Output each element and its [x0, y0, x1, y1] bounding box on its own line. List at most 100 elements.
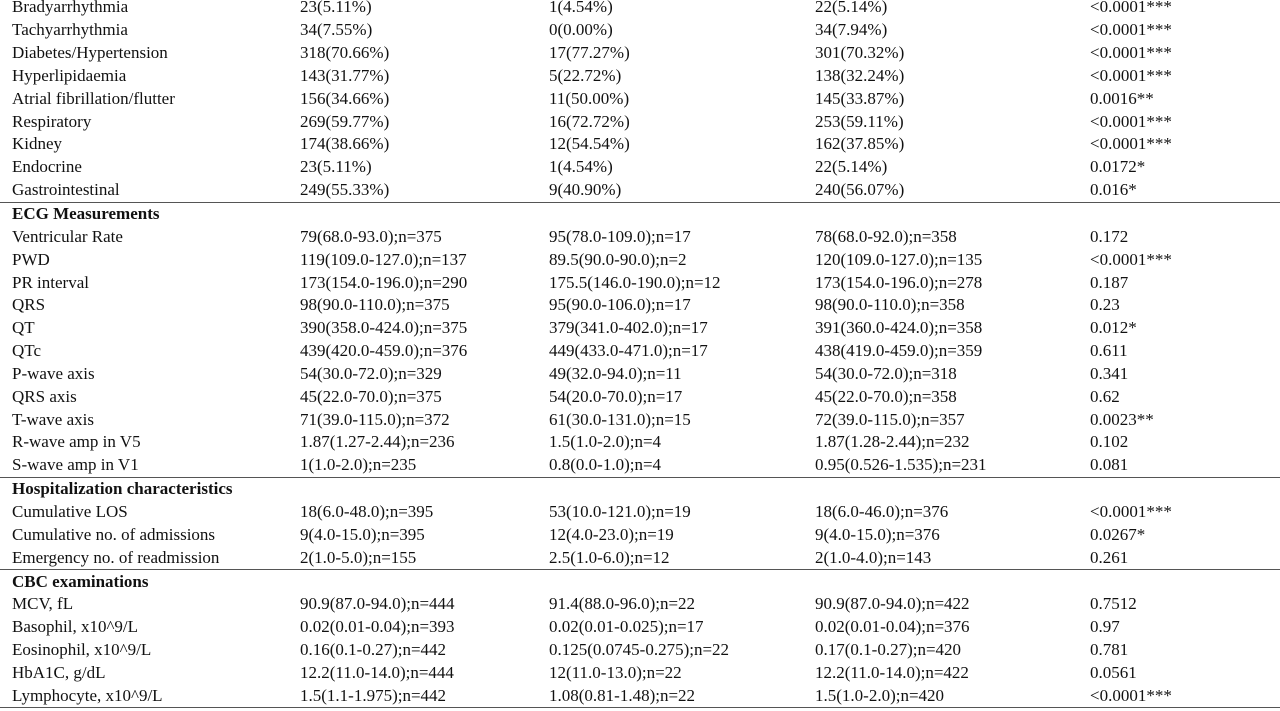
cell: 16(72.72%): [549, 111, 630, 131]
cell: 0.16(0.1-0.27);n=442: [300, 640, 447, 660]
cell: 18(6.0-48.0);n=395: [300, 501, 434, 521]
cell: 45(22.0-70.0);n=358: [815, 386, 957, 406]
cell: 1.5(1.0-2.0);n=4: [549, 432, 662, 452]
cell: 9(4.0-15.0);n=395: [300, 524, 425, 544]
cell: 0(0.00%): [549, 20, 613, 40]
row-label: QRS axis: [12, 386, 77, 406]
row-label: P-wave axis: [12, 363, 95, 383]
cell: 0.187: [1090, 272, 1129, 292]
row-label: Gastrointestinal: [12, 180, 120, 200]
cell: 0.341: [1090, 363, 1129, 383]
cell: 240(56.07%): [815, 180, 905, 200]
cell: 438(419.0-459.0);n=359: [815, 341, 983, 361]
cell: 1.08(0.81-1.48);n=22: [549, 684, 815, 709]
cell: 0.0172*: [1090, 157, 1146, 177]
section-header: CBC examinations: [0, 569, 1280, 593]
row-label: HbA1C, g/dL: [12, 662, 106, 682]
cell: <0.0001***: [1090, 65, 1172, 85]
table-row: QRS axis 45(22.0-70.0);n=375 54(20.0-70.0)…: [0, 385, 1280, 408]
cell: 45(22.0-70.0);n=375: [300, 386, 442, 406]
row-label: Diabetes/Hypertension: [12, 43, 168, 63]
cell: 1(4.54%): [549, 0, 613, 17]
cell: 253(59.11%): [815, 111, 904, 131]
row-label: Eosinophil, x10^9/L: [12, 640, 152, 660]
table-row: P-wave axis 54(30.0-72.0);n=329 49(32.0-94…: [0, 363, 1280, 386]
table-row: PR interval 173(154.0-196.0);n=290 175.5(1…: [0, 271, 1280, 294]
cell: <0.0001***: [1090, 501, 1172, 521]
cell: 162(37.85%): [815, 134, 905, 154]
cell: 12(54.54%): [549, 134, 630, 154]
row-label: S-wave amp in V1: [12, 455, 139, 475]
table-row: HbA1C, g/dL 12.2(11.0-14.0);n=444 12(11.0-…: [0, 661, 1280, 684]
row-label: Respiratory: [12, 111, 92, 131]
table-row: S-wave amp in V1 1(1.0-2.0);n=235 0.8(0.0-…: [0, 454, 1280, 477]
row-label: PR interval: [12, 272, 89, 292]
cell: 34(7.94%): [815, 20, 888, 40]
row-label: Lymphocyte, x10^9/L: [0, 684, 300, 709]
cell: 390(358.0-424.0);n=375: [300, 318, 468, 338]
cell: 54(30.0-72.0);n=329: [300, 363, 442, 383]
cell: 0.62: [1090, 386, 1120, 406]
cell: 98(90.0-110.0);n=375: [300, 295, 450, 315]
cell: 1(4.54%): [549, 157, 613, 177]
cell: <0.0001***: [1090, 134, 1172, 154]
table-row: Hyperlipidaemia 143(31.77%) 5(22.72%) 138(3…: [0, 65, 1280, 88]
cell: 23(5.11%): [300, 0, 372, 17]
cell: 89.5(90.0-90.0);n=2: [549, 249, 687, 269]
row-label: Endocrine: [12, 157, 82, 177]
cell: 90.9(87.0-94.0);n=422: [815, 594, 970, 614]
cell: 98(90.0-110.0);n=358: [815, 295, 965, 315]
cell: <0.0001***: [1090, 20, 1172, 40]
cell: 22(5.14%): [815, 157, 888, 177]
row-label: QT: [12, 318, 35, 338]
cell: 173(154.0-196.0);n=278: [815, 272, 983, 292]
cell: 95(90.0-106.0);n=17: [549, 295, 691, 315]
table-row: Tachyarrhythmia 34(7.55%) 0(0.00%) 34(7.94%…: [0, 19, 1280, 42]
table-row: MCV, fL 90.9(87.0-94.0);n=444 91.4(88.0-96…: [0, 593, 1280, 616]
section-title: CBC examinations: [0, 569, 1280, 593]
cell: 17(77.27%): [549, 43, 630, 63]
cell: <0.0001***: [1090, 43, 1172, 63]
cell: 301(70.32%): [815, 43, 905, 63]
table-row: Emergency no. of readmission 2(1.0-5.0);n…: [0, 546, 1280, 569]
cell: 1.87(1.27-2.44);n=236: [300, 432, 455, 452]
cell: 9(40.90%): [549, 180, 622, 200]
cell: 449(433.0-471.0);n=17: [549, 341, 708, 361]
cell: 91.4(88.0-96.0);n=22: [549, 594, 696, 614]
table-row: Bradyarrhythmia 23(5.11%) 1(4.54%) 22(5.14%…: [0, 0, 1280, 19]
cell: 0.02(0.01-0.04);n=376: [815, 617, 970, 637]
row-label: Cumulative LOS: [12, 501, 128, 521]
cell: 174(38.66%): [300, 134, 390, 154]
cell: 0.125(0.0745-0.275);n=22: [549, 640, 730, 660]
cell: 439(420.0-459.0);n=376: [300, 341, 468, 361]
cell: 2.5(1.0-6.0);n=12: [549, 547, 670, 567]
section-title: ECG Measurements: [0, 201, 1280, 226]
cell: 22(5.14%): [815, 0, 888, 17]
row-label: QRS: [12, 295, 46, 315]
cell: 249(55.33%): [300, 180, 390, 200]
table-row: Lymphocyte, x10^9/L 1.5(1.1-1.975);n=442 1…: [0, 684, 1280, 709]
table-row: Gastrointestinal 249(55.33%) 9(40.90%) 240(…: [0, 179, 1280, 202]
cell: 1.87(1.28-2.44);n=232: [815, 432, 970, 452]
cell: <0.0001***: [1090, 684, 1280, 709]
cell: 12.2(11.0-14.0);n=444: [300, 662, 454, 682]
cell: 0.02(0.01-0.025);n=17: [549, 617, 704, 637]
cell: 391(360.0-424.0);n=358: [815, 318, 983, 338]
table-row: PWD 119(109.0-127.0);n=137 89.5(90.0-90.0)…: [0, 248, 1280, 271]
cell: 0.172: [1090, 226, 1129, 246]
cell: 54(30.0-72.0);n=318: [815, 363, 957, 383]
cell: <0.0001***: [1090, 0, 1172, 17]
cell: 0.611: [1090, 341, 1128, 361]
row-label: T-wave axis: [12, 409, 94, 429]
cell: 269(59.77%): [300, 111, 390, 131]
cell: 173(154.0-196.0);n=290: [300, 272, 468, 292]
row-label: Emergency no. of readmission: [12, 547, 220, 567]
table-row: Basophil, x10^9/L 0.02(0.01-0.04);n=393 0.…: [0, 616, 1280, 639]
table-row: Cumulative no. of admissions 9(4.0-15.0);…: [0, 523, 1280, 546]
cell: 138(32.24%): [815, 65, 905, 85]
cell: 49(32.0-94.0);n=11: [549, 363, 682, 383]
cell: 0.081: [1090, 455, 1129, 475]
cell: 0.0023**: [1090, 409, 1154, 429]
